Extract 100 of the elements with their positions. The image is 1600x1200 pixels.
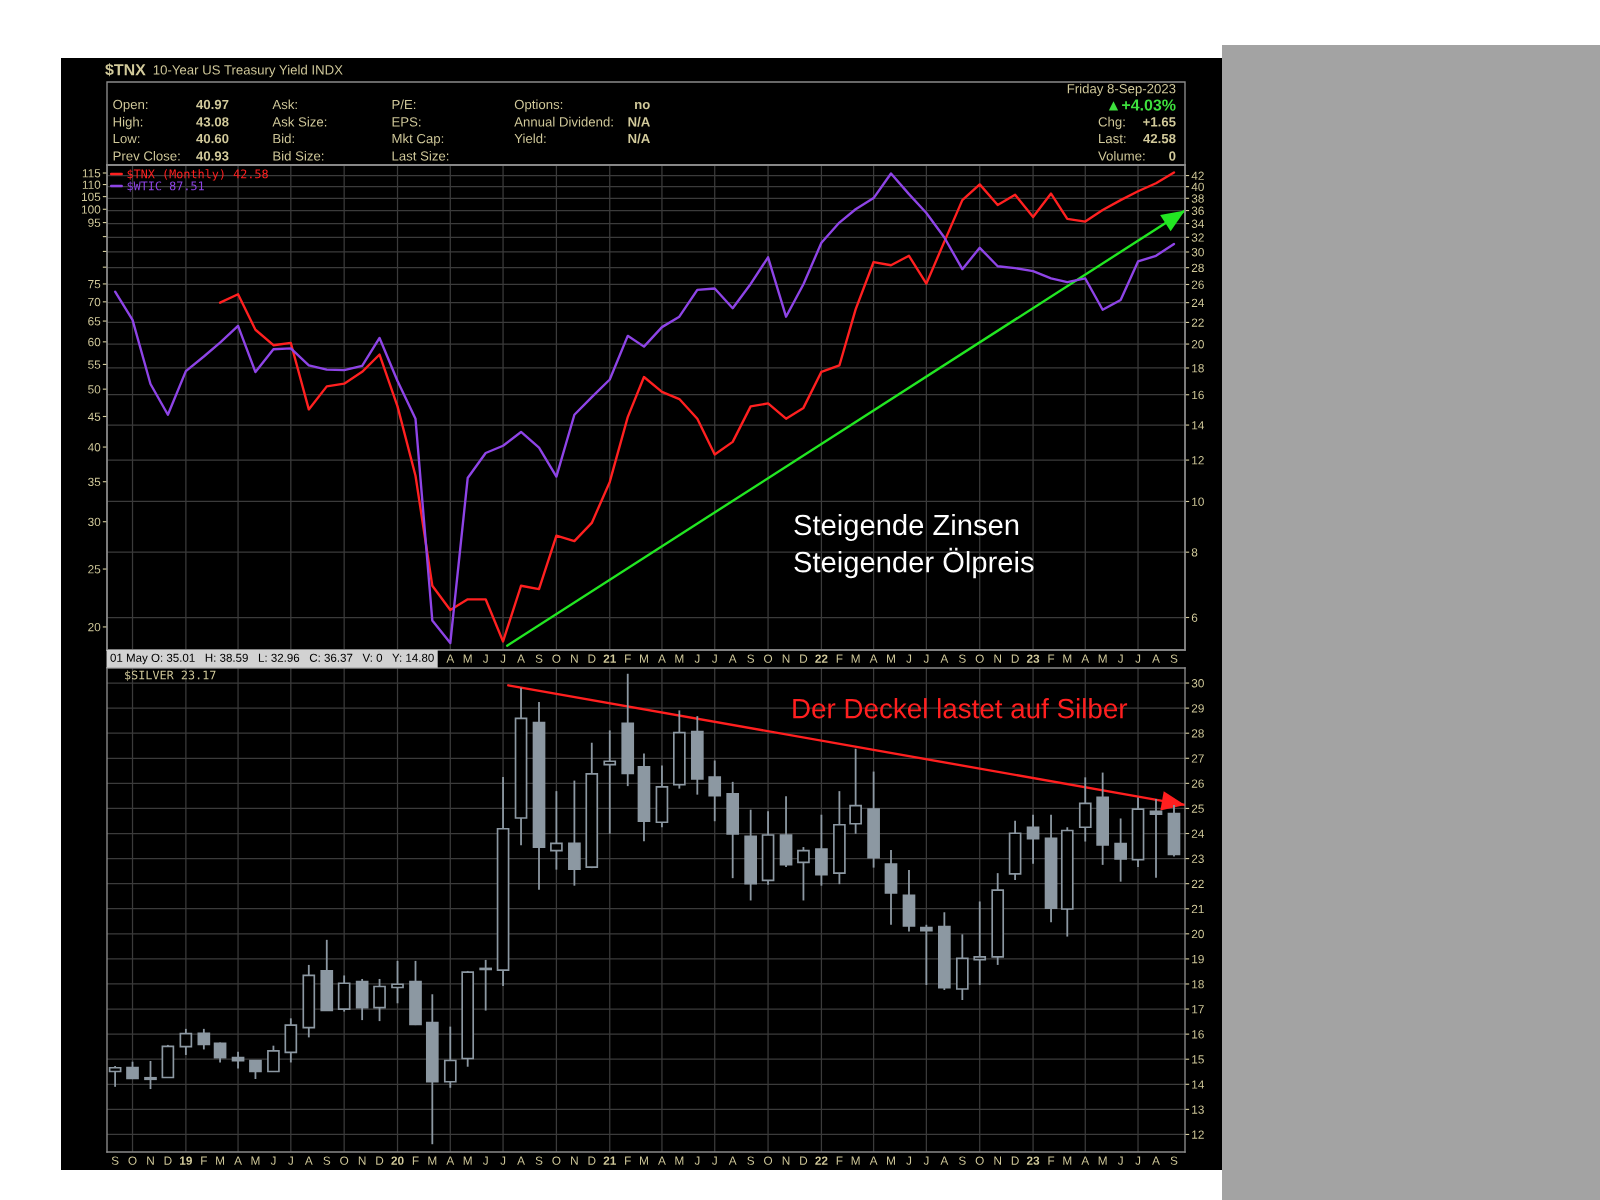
x-tick-label: A — [728, 1156, 737, 1165]
text: Yield: — [514, 133, 546, 144]
text: Ask Size: — [272, 116, 327, 127]
y-tick-label: 20 — [1191, 929, 1204, 939]
x-tick-label: J — [923, 1156, 929, 1165]
annotation: Der Deckel lastet auf Silber — [793, 698, 1128, 719]
x-tick-label: 22 — [815, 654, 828, 663]
x-tick-label: M — [1063, 1156, 1072, 1165]
y-tick-label: 55 — [88, 360, 101, 369]
y-tick-label: 21 — [1191, 904, 1204, 914]
candlestick — [1078, 776, 1092, 843]
y-tick-label: 28 — [1191, 729, 1204, 738]
x-tick-label: J — [500, 654, 506, 663]
x-tick-label: 22 — [815, 1156, 828, 1165]
y-tick-label: 60 — [88, 337, 101, 347]
x-tick-label: S — [111, 1156, 119, 1165]
y-tick-label: 12 — [1192, 456, 1204, 465]
x-tick-label: S — [747, 654, 755, 663]
y-tick-label: 25 — [1191, 804, 1204, 813]
y-tick-label: 75 — [88, 280, 101, 289]
x-tick-label: D — [1011, 654, 1019, 663]
y-tick-label: 20 — [1191, 340, 1204, 349]
x-tick-label: J — [1135, 654, 1141, 663]
x-tick-label: J — [270, 1156, 276, 1165]
x-tick-label: M — [675, 654, 684, 663]
x-tick-label: M — [851, 654, 860, 663]
x-tick-label: M — [1063, 654, 1072, 663]
text: Chg: — [1098, 116, 1125, 130]
x-tick-label: A — [1152, 1156, 1160, 1165]
text: 40.60 — [196, 133, 229, 144]
y-tick-label: 26 — [1191, 280, 1204, 289]
x-tick-label: D — [1011, 1156, 1019, 1165]
x-tick-label: F — [625, 654, 631, 663]
candlestick — [603, 729, 617, 835]
y-tick-label: 23 — [1191, 854, 1204, 863]
x-tick-label: M — [428, 1156, 437, 1165]
y-tick-label: 115 — [82, 169, 101, 178]
candlestick — [797, 846, 810, 902]
x-tick-label: A — [304, 1156, 313, 1165]
text: 40.93 — [196, 151, 229, 161]
candlestick — [708, 759, 722, 823]
y-tick-label: 32 — [1191, 233, 1204, 242]
x-tick-label: A — [446, 654, 455, 663]
y-tick-label: 16 — [1192, 390, 1204, 400]
x-tick-label: D — [588, 1156, 596, 1165]
x-tick-label: M — [1098, 1156, 1107, 1165]
y-tick-label: 24 — [1191, 829, 1205, 838]
y-tick-label: 19 — [1192, 954, 1204, 964]
x-tick-label: A — [940, 1156, 949, 1165]
annotation: Steigender Ölpreis — [794, 547, 1034, 579]
candlestick — [267, 1044, 280, 1073]
x-tick-label: A — [728, 654, 737, 663]
text: High: — [113, 116, 143, 130]
x-tick-label: J — [482, 1156, 488, 1165]
x-tick-label: S — [958, 654, 966, 663]
x-tick-label: J — [711, 654, 717, 663]
text: no — [635, 101, 650, 110]
text: Annual Dividend: — [514, 116, 613, 127]
x-tick-label: A — [234, 1156, 242, 1165]
y-tick-label: 28 — [1191, 263, 1204, 273]
x-tick-label: J — [1117, 654, 1123, 663]
y-tick-label: 30 — [1191, 248, 1204, 257]
y-tick-label: 65 — [88, 317, 101, 326]
y-tick-label: 13 — [1192, 1105, 1204, 1114]
x-tick-label: J — [694, 654, 700, 663]
text: 43.08 — [196, 117, 229, 127]
text: Last Size: — [392, 150, 449, 161]
text: Prev Close: — [113, 150, 180, 161]
x-tick-label: N — [358, 1156, 366, 1165]
x-tick-label: M — [887, 654, 895, 663]
x-tick-label: J — [288, 1156, 293, 1165]
candlestick — [373, 978, 386, 1022]
x-tick-label: A — [869, 1156, 878, 1165]
x-tick-label: J — [1135, 1156, 1141, 1165]
y-tick-label: 50 — [88, 385, 101, 394]
x-tick-label: O — [975, 1156, 984, 1165]
text: Bid: — [273, 133, 294, 144]
y-tick-label: 100 — [81, 205, 101, 214]
text: Ask: — [272, 99, 297, 110]
y-tick-label: 110 — [82, 180, 101, 189]
text: 42.58 — [1143, 133, 1176, 144]
y-tick-label: 22 — [1191, 318, 1204, 327]
x-tick-label: S — [535, 1156, 543, 1165]
x-tick-label: M — [675, 1156, 684, 1165]
y-tick-label: 18 — [1192, 364, 1204, 373]
y-tick-label: 40 — [87, 443, 101, 452]
candlestick — [849, 747, 862, 835]
y-tick-label: 8 — [1191, 548, 1198, 557]
x-tick-label: 23 — [1026, 654, 1040, 663]
x-tick-label: 20 — [391, 1156, 404, 1165]
x-tick-label: D — [588, 654, 596, 663]
x-tick-label: O — [975, 654, 984, 663]
x-tick-label: S — [1170, 654, 1178, 663]
text: N/A — [628, 133, 650, 144]
y-tick-label: 35 — [88, 477, 101, 487]
y-tick-label: 6 — [1191, 613, 1198, 622]
chart-title: $TNX — [105, 63, 146, 77]
legend-label: $TNX (Monthly) 42.58 — [127, 169, 268, 181]
y-tick-label: 14 — [1192, 421, 1205, 430]
y-tick-label: 40 — [1191, 182, 1204, 192]
